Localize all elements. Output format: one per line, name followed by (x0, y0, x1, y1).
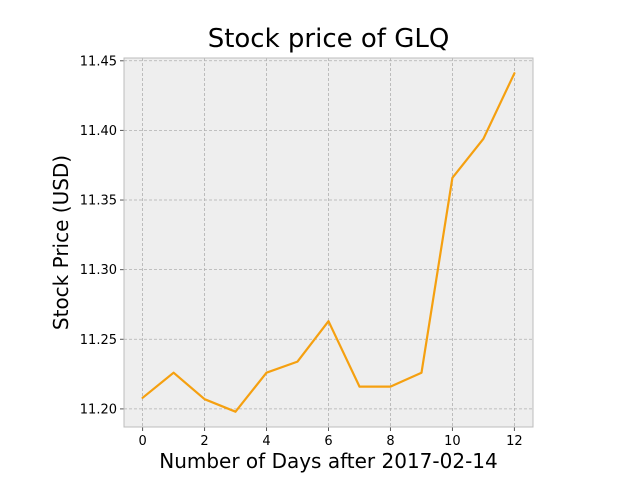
series-line (141, 72, 516, 413)
y-tick-label: 11.40 (80, 124, 117, 139)
y-axis-label: Stock Price (USD) (49, 155, 73, 330)
y-tick-label: 11.45 (80, 54, 117, 69)
axis-ticks: 0 2 4 6 8 10 12 11.20 11.25 11.30 11.35 11.40 11.45 (80, 54, 523, 449)
grid-lines (124, 58, 533, 427)
x-tick-label: 8 (386, 434, 394, 449)
x-axis-label: Number of Days after 2017-02-14 (159, 449, 498, 473)
x-tick-label: 4 (262, 434, 270, 449)
series-lines (141, 72, 516, 413)
y-tick-label: 11.30 (80, 263, 117, 278)
x-tick-label: 12 (506, 434, 523, 449)
chart-title: Stock price of GLQ (208, 24, 450, 54)
y-tick-label: 11.25 (80, 333, 117, 348)
x-tick-label: 0 (138, 434, 146, 449)
x-tick-label: 2 (200, 434, 208, 449)
y-tick-label: 11.20 (80, 402, 117, 417)
plot-frame (123, 57, 534, 428)
y-tick-label: 11.35 (80, 194, 117, 209)
x-tick-label: 10 (444, 434, 461, 449)
x-tick-label: 6 (324, 434, 332, 449)
